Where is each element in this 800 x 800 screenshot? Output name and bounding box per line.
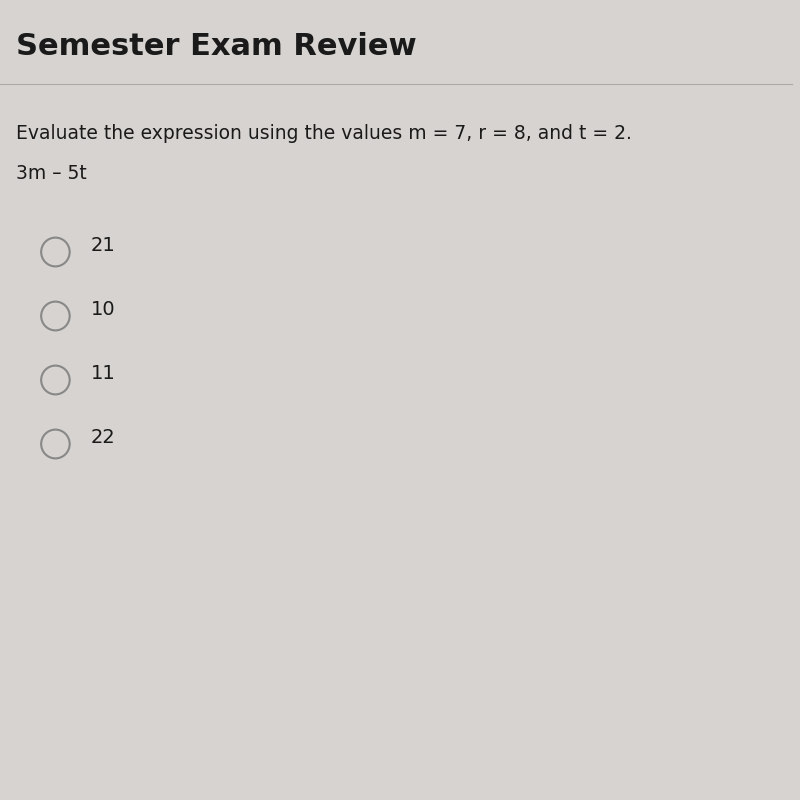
Text: 22: 22 bbox=[91, 428, 116, 447]
Text: 21: 21 bbox=[91, 236, 116, 255]
Text: 3m – 5t: 3m – 5t bbox=[16, 164, 86, 183]
Text: Evaluate the expression using the values m = 7, r = 8, and t = 2.: Evaluate the expression using the values… bbox=[16, 124, 632, 143]
Text: Semester Exam Review: Semester Exam Review bbox=[16, 32, 417, 61]
Text: 11: 11 bbox=[91, 364, 116, 383]
Text: 10: 10 bbox=[91, 300, 116, 319]
